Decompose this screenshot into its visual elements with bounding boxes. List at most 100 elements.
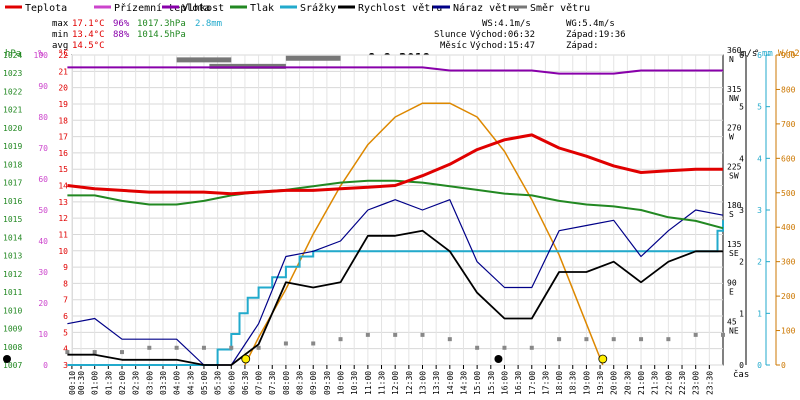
temperature-tick-label: 15: [58, 165, 68, 174]
x-tick-label: 23:00: [692, 371, 701, 395]
x-tick-label: 13:30: [432, 371, 441, 395]
sun-rise: Východ:06:32: [470, 30, 535, 40]
x-tick-label: 05:00: [200, 371, 209, 395]
stats-max-press: 1017.3hPa: [137, 19, 186, 29]
unit-mm: mm: [762, 49, 773, 59]
direction-letter-label: SE: [729, 249, 739, 258]
rain-tick-label: 2: [757, 258, 762, 267]
x-tick-label: 10:30: [350, 371, 359, 395]
stats-max-temp: 17.1°C: [72, 19, 105, 29]
solar-tick-label: 0: [781, 361, 786, 370]
x-tick-label: 22:00: [664, 371, 673, 395]
solar-tick-label: 400: [781, 223, 796, 232]
wind-direction-point: [119, 350, 124, 355]
wind-direction-point: [529, 345, 534, 350]
wind-direction-point: [502, 345, 507, 350]
moonrise-marker: [494, 355, 503, 363]
wind-speed-line: [67, 229, 723, 366]
wind-direction-point: [92, 350, 97, 355]
sunrise-marker: [241, 354, 251, 364]
wind-speed-tick-label: 5: [739, 103, 744, 112]
stats-avg-temp: 14.5°C: [72, 41, 105, 51]
legend-label-humidity: Vlhkost: [182, 3, 224, 14]
legend: Teplota Přízemní teplota Vlhkost Tlak Sr…: [5, 2, 590, 14]
solar-tick-label: 600: [781, 154, 796, 163]
pressure-tick-label: 1016: [3, 197, 22, 206]
temperature-tick-label: 16: [58, 149, 68, 158]
unit-deg: °: [754, 49, 759, 59]
temperature-tick-label: 7: [63, 296, 68, 305]
x-tick-label: 08:30: [296, 371, 305, 395]
x-tick-label: 03:30: [159, 371, 168, 395]
sunset-marker: [598, 354, 608, 364]
legend-label-pressure: Tlak: [250, 3, 274, 14]
wind-speed-tick-label: 2: [739, 258, 744, 267]
wind-ws: WS:4.1m/s: [482, 19, 531, 29]
unit-hpa: hPa: [5, 49, 21, 59]
humidity-tick-label: 40: [38, 237, 48, 246]
wind-speed-tick-label: 6: [739, 51, 744, 60]
direction-tick-label: 270: [727, 124, 742, 133]
x-tick-label: 04:30: [186, 371, 195, 395]
x-tick-label: 09:30: [323, 371, 332, 395]
pressure-tick-label: 1013: [3, 252, 22, 261]
wind-direction-point: [65, 350, 70, 355]
x-tick-label: 00:30: [77, 371, 86, 395]
humidity-tick-label: 50: [38, 206, 48, 215]
temperature-tick-label: 8: [63, 279, 68, 288]
direction-letter-label: NW: [729, 94, 739, 103]
axis-unit-labels: hPa % °C ° m/s mm W/m2: [5, 49, 800, 59]
humidity-tick-label: 0: [43, 361, 48, 370]
direction-letter-label: E: [729, 288, 734, 297]
x-tick-label: 03:00: [145, 371, 154, 395]
direction-tick-label: 90: [727, 279, 737, 288]
wind-direction-point: [147, 345, 152, 350]
solar-tick-label: 300: [781, 258, 796, 267]
x-tick-label: 11:00: [364, 371, 373, 395]
humidity-tick-label: 90: [38, 82, 48, 91]
rain-tick-label: 4: [757, 154, 762, 163]
rain-line: [67, 220, 724, 366]
x-tick-label: 00:10: [68, 371, 77, 395]
stats-min-temp: 13.4°C: [72, 30, 105, 40]
marker-layer: [3, 354, 608, 364]
unit-pct: %: [38, 49, 44, 59]
wind-gust-line: [67, 199, 724, 366]
temperature-tick-label: 22: [58, 51, 68, 60]
pressure-tick-label: 1007: [3, 361, 22, 370]
wind-direction-point: [283, 341, 288, 346]
humidity-tick-label: 30: [38, 268, 48, 277]
legend-label-wind-dir: Směr větru: [530, 2, 590, 14]
wind-speed-tick-label: 1: [739, 309, 744, 318]
temperature-line: [67, 133, 723, 196]
direction-tick-label: 360: [727, 46, 742, 55]
x-tick-label: 01:00: [91, 371, 100, 395]
rain-tick-label: 6: [757, 51, 762, 60]
x-tick-label: 04:00: [173, 371, 182, 395]
wind-direction-point: [338, 337, 343, 342]
pressure-tick-label: 1024: [3, 51, 22, 60]
temperature-tick-label: 18: [58, 116, 68, 125]
pressure-tick-label: 1023: [3, 69, 22, 78]
wind-speed-tick-label: 3: [739, 206, 744, 215]
x-tick-label: 13:00: [418, 371, 427, 395]
wind-direction-point: [611, 337, 616, 342]
x-tick-label: 06:00: [227, 371, 236, 395]
legend-label-wind-gust: Náraz větru: [453, 2, 519, 14]
humidity-tick-label: 70: [38, 144, 48, 153]
x-tick-label: 21:30: [651, 371, 660, 395]
x-tick-label: 07:30: [268, 371, 277, 395]
temperature-tick-label: 21: [58, 67, 68, 76]
solar-tick-label: 700: [781, 120, 796, 129]
stats-avg-label: avg: [52, 41, 68, 51]
temperature-tick-label: 4: [63, 345, 68, 354]
moon-label: Měsíc: [440, 41, 467, 51]
humidity-tick-label: 60: [38, 175, 48, 184]
direction-letter-label: N: [729, 55, 734, 64]
pressure-tick-label: 1022: [3, 87, 22, 96]
x-tick-label: 10:00: [337, 371, 346, 395]
wind-wg: WG:5.4m/s: [566, 19, 615, 29]
stats-block: max 17.1°C 96% 1017.3hPa 2.8mm min 13.4°…: [52, 19, 222, 51]
pressure-tick-label: 1008: [3, 343, 22, 352]
rain-tick-label: 3: [757, 206, 762, 215]
